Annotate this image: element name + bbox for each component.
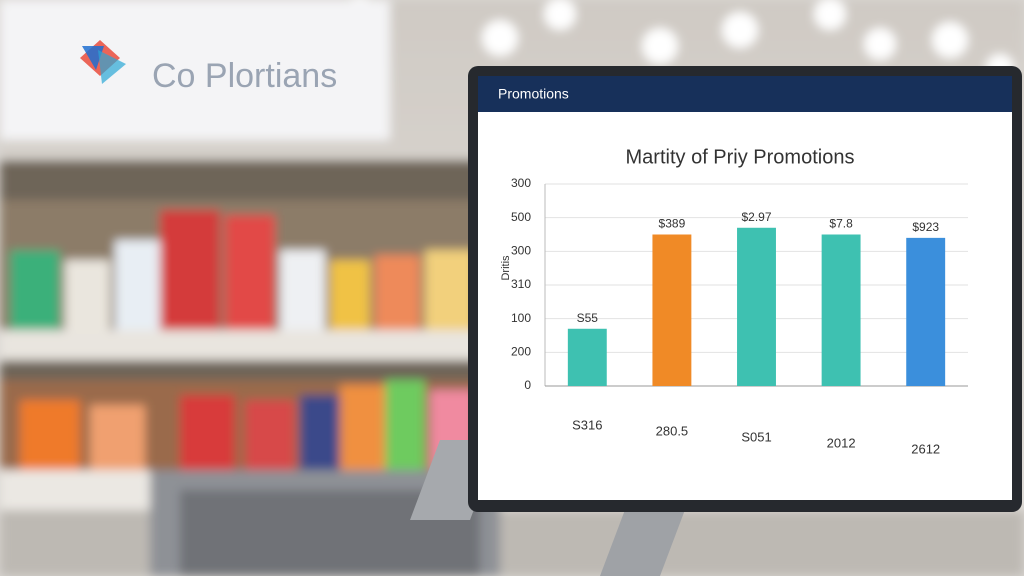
monitor: Promotions Martity of Priy Promotions Dr… [468,66,1022,512]
sign-text: Co Plortians [152,57,337,95]
y-tick-label: 100 [511,311,531,325]
x-tick-label: 280.5 [656,423,689,438]
x-tick-label: 2612 [911,441,940,456]
x-tick-label: S316 [572,417,602,432]
value-label: $923 [912,220,939,234]
bar [567,328,607,386]
value-label: S55 [577,311,599,325]
x-tick-label: S051 [741,429,771,444]
bar [652,234,692,386]
bar [906,237,946,386]
store-sign: Co Plortians [80,40,337,95]
bar [821,234,861,386]
y-tick-label: 300 [511,244,531,258]
value-label: $389 [659,217,686,231]
chart-title: Martity of Priy Promotions [626,146,855,168]
value-label: $2.97 [741,210,771,224]
screen-header: Promotions [498,86,569,102]
y-tick-label: 500 [511,210,531,224]
y-axis-label: Dritis [500,255,512,281]
bar [737,227,776,386]
plot: 0 200 100 310 300 500 300 S316 S55 280.5 $389 S051 $… [511,176,968,456]
value-label: $7.8 [829,217,853,231]
y-tick-label: 0 [524,378,531,392]
y-tick-label: 200 [511,345,531,359]
x-tick-label: 2012 [827,435,856,450]
y-tick-label: 310 [511,277,531,291]
y-tick-label: 300 [511,176,531,190]
